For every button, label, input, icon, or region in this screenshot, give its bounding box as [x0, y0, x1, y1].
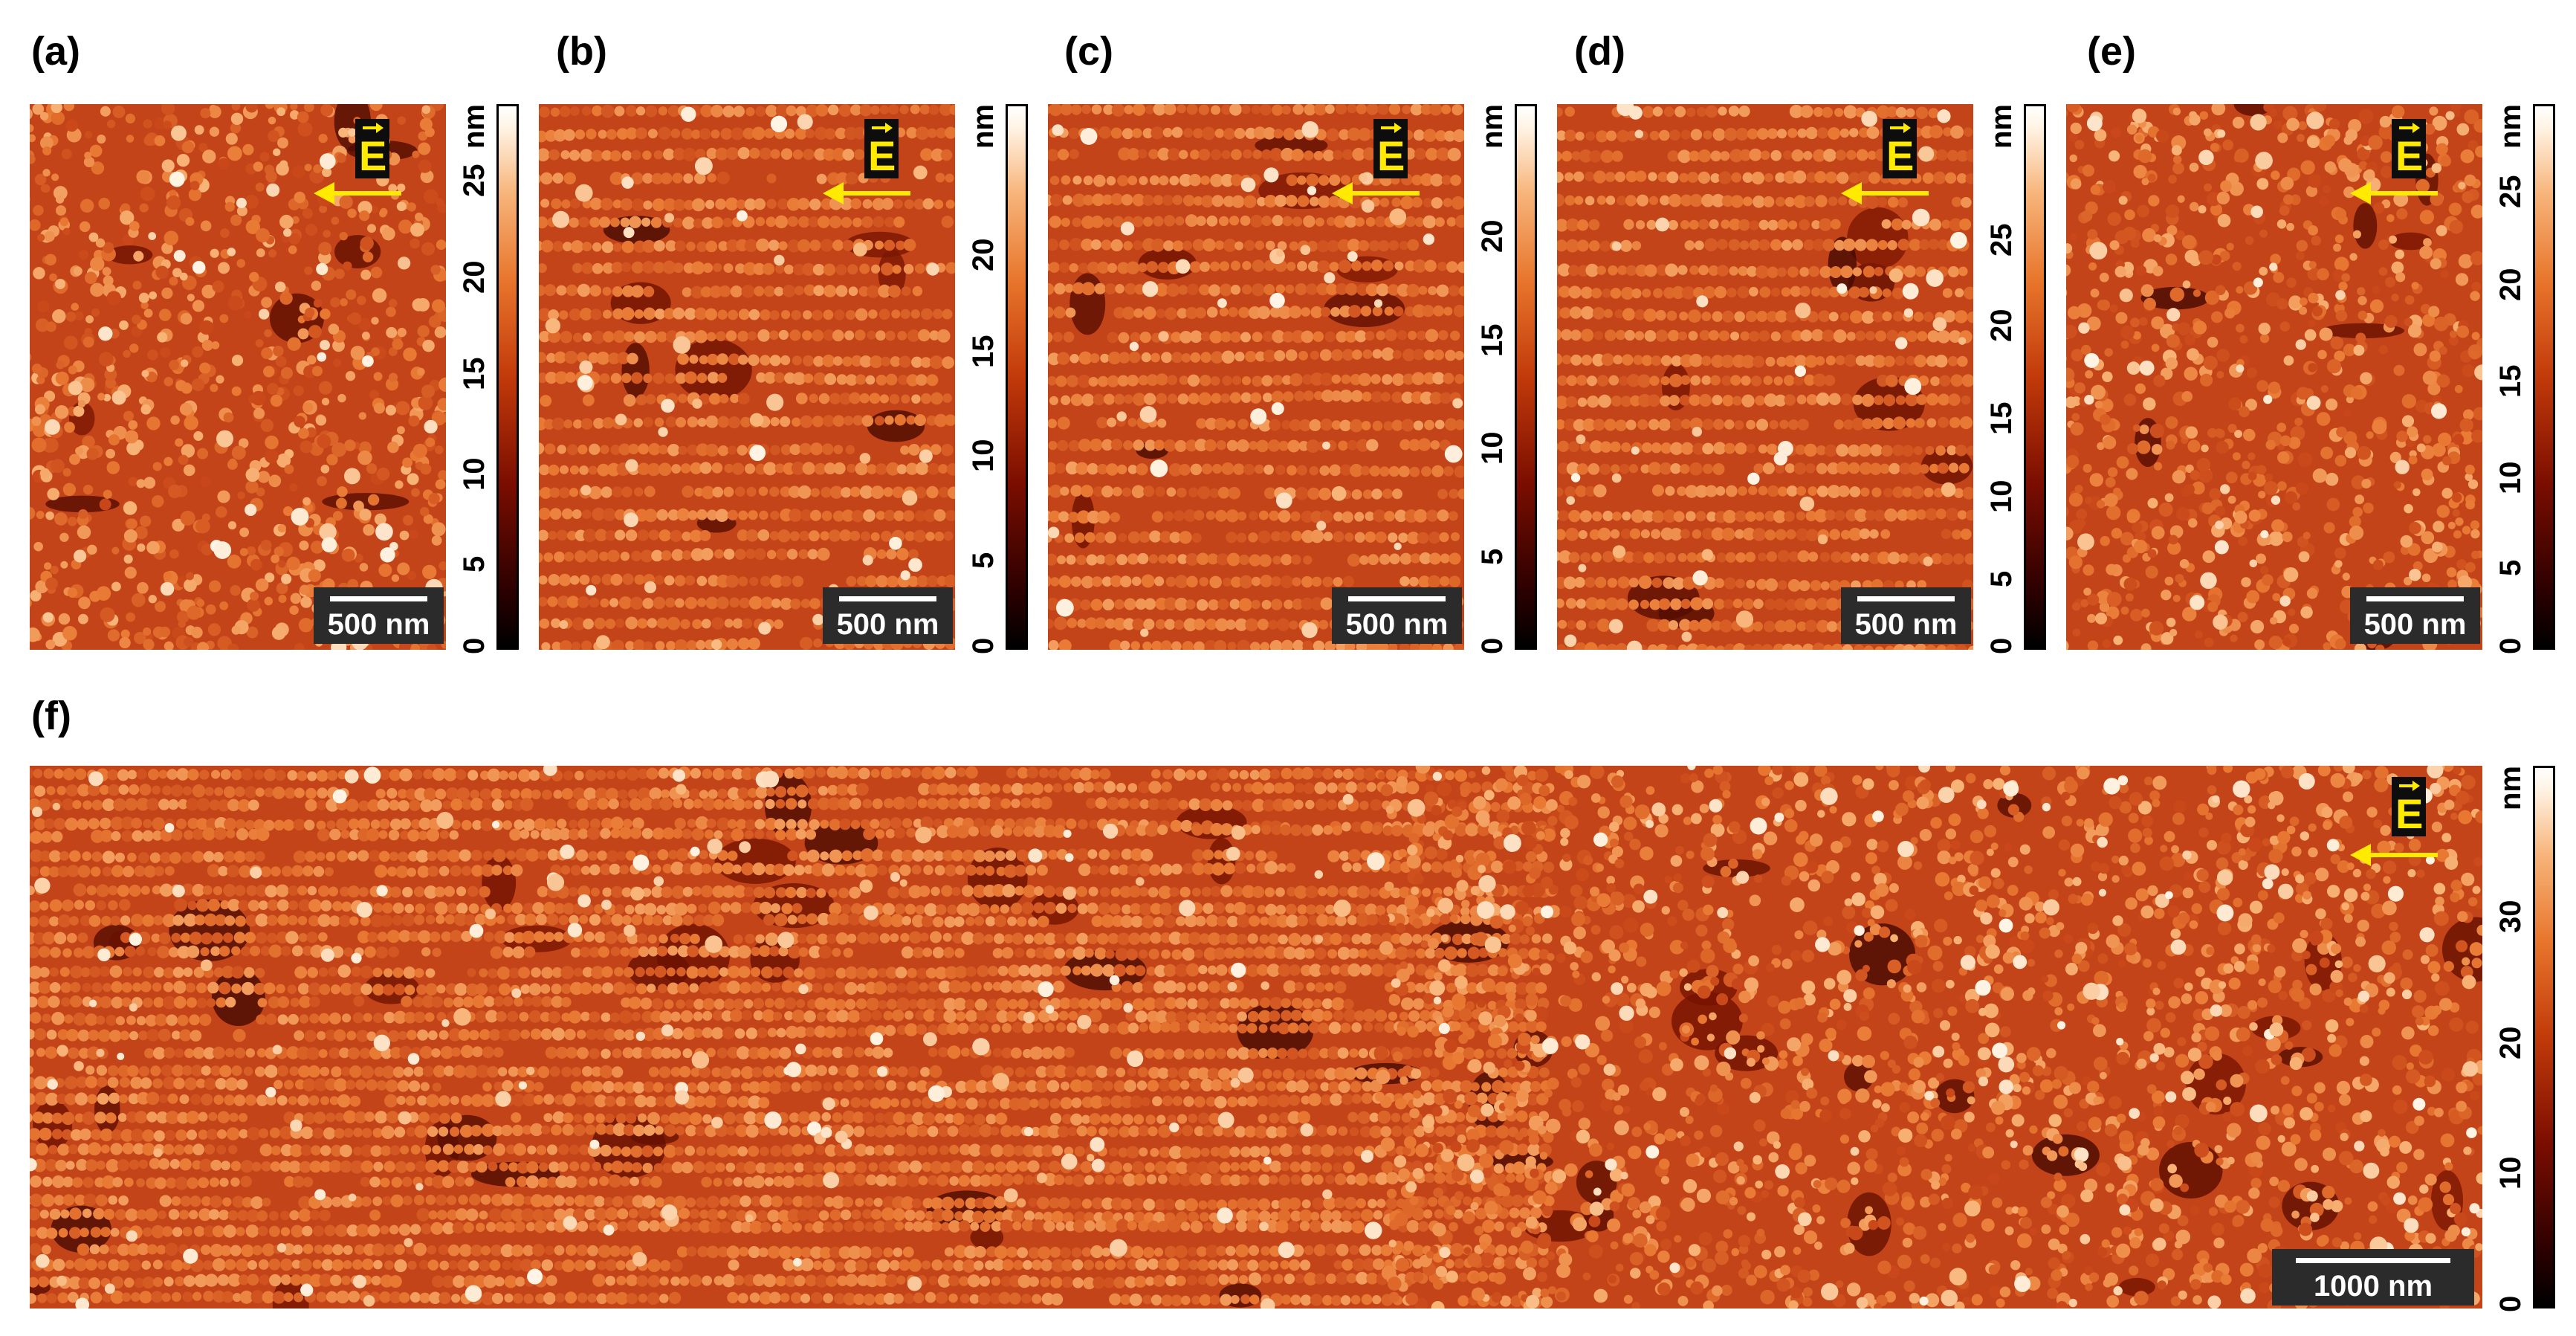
- field-direction-icon: [1381, 123, 1402, 133]
- colorbar-tick: 0: [1985, 637, 2018, 654]
- field-indicator-e: E: [2392, 119, 2426, 178]
- colorbar-e: [2533, 104, 2555, 650]
- colorbar-tick: 0: [1476, 637, 1509, 654]
- colorbar-b: [1006, 104, 1028, 650]
- field-indicator-b: E: [864, 119, 899, 178]
- panel-label-b: (b): [556, 29, 607, 74]
- colorbar-tick: 20: [2494, 1026, 2527, 1060]
- afm-image-f: [30, 766, 2482, 1308]
- scale-bar-c: 500 nm: [1332, 587, 1462, 644]
- afm-texture: [30, 766, 2482, 1308]
- scale-bar-label: 500 nm: [2363, 608, 2467, 641]
- colorbar-tick: 25: [2494, 175, 2527, 209]
- field-direction-icon: [872, 123, 893, 133]
- field-letter: E: [2395, 790, 2424, 837]
- colorbar-tick: 15: [1476, 323, 1509, 358]
- colorbar-tick: 5: [967, 552, 1000, 569]
- scale-bar-a: 500 nm: [314, 587, 444, 644]
- scale-bar-label: 500 nm: [836, 608, 939, 641]
- colorbar-tick: 30: [2494, 900, 2527, 934]
- colorbar-unit: nm: [2494, 104, 2527, 149]
- scale-bar-label: 500 nm: [327, 608, 430, 641]
- scale-bar-d: 500 nm: [1841, 587, 1971, 644]
- colorbar-tick: 0: [967, 637, 1000, 654]
- colorbar-tick: 5: [458, 555, 491, 572]
- colorbar-tick: 10: [2494, 461, 2527, 495]
- colorbar-tick: 15: [967, 335, 1000, 369]
- colorbar-tick: 0: [2494, 637, 2527, 654]
- colorbar-tick: 20: [967, 238, 1000, 272]
- colorbar-tick: 15: [1985, 401, 2018, 436]
- field-indicator-d: E: [1883, 119, 1917, 178]
- field-direction-icon: [1890, 123, 1911, 133]
- panel-label-e: (e): [2087, 29, 2136, 74]
- panel-label-f: (f): [31, 694, 71, 738]
- colorbar-tick: 25: [1985, 223, 2018, 257]
- field-direction-icon: [2399, 123, 2420, 133]
- colorbar-f: [2533, 766, 2555, 1308]
- field-arrow-icon: [2350, 182, 2438, 204]
- field-letter: E: [1886, 132, 1915, 179]
- colorbar-tick: 20: [458, 260, 491, 294]
- field-letter: E: [2395, 132, 2424, 179]
- field-direction-icon: [363, 123, 384, 133]
- scale-bar-e: 500 nm: [2350, 587, 2480, 644]
- colorbar-tick: 0: [458, 637, 491, 654]
- field-indicator-c: E: [1373, 119, 1408, 178]
- colorbar-tick: 10: [1476, 431, 1509, 465]
- colorbar-unit: nm: [2494, 766, 2527, 810]
- colorbar-tick: 5: [2494, 559, 2527, 576]
- colorbar-tick: 15: [2494, 364, 2527, 398]
- panel-label-c: (c): [1064, 29, 1113, 74]
- field-arrow-icon: [823, 182, 910, 204]
- colorbar-a: [496, 104, 519, 650]
- scale-bar-b: 500 nm: [823, 587, 953, 644]
- panel-label-a: (a): [31, 29, 80, 74]
- field-letter: E: [359, 132, 387, 179]
- colorbar-unit: nm: [967, 104, 1000, 149]
- scale-bar-f: 1000 nm: [2272, 1249, 2474, 1306]
- field-direction-icon: [2399, 781, 2420, 791]
- field-arrow-icon: [314, 182, 401, 204]
- colorbar-c: [1515, 104, 1537, 650]
- colorbar-unit: nm: [458, 104, 491, 149]
- colorbar-tick: 5: [1985, 570, 2018, 587]
- colorbar-d: [2024, 104, 2046, 650]
- scale-bar-label: 500 nm: [1854, 608, 1958, 641]
- colorbar-tick: 20: [2494, 268, 2527, 302]
- colorbar-tick: 10: [2494, 1156, 2527, 1190]
- colorbar-tick: 10: [458, 457, 491, 491]
- field-indicator-a: E: [355, 119, 389, 178]
- colorbar-tick: 10: [1985, 480, 2018, 514]
- panel-label-d: (d): [1574, 29, 1625, 74]
- scale-bar-label: 500 nm: [1345, 608, 1449, 641]
- colorbar-tick: 25: [458, 164, 491, 198]
- field-letter: E: [1377, 132, 1405, 179]
- colorbar-tick: 0: [2494, 1295, 2527, 1312]
- colorbar-tick: 20: [1985, 309, 2018, 343]
- colorbar-unit: nm: [1476, 104, 1509, 149]
- colorbar-tick: 5: [1476, 548, 1509, 565]
- field-arrow-icon: [2350, 844, 2438, 866]
- field-arrow-icon: [1841, 182, 1929, 204]
- colorbar-tick: 20: [1476, 219, 1509, 254]
- colorbar-tick: 15: [458, 357, 491, 391]
- field-letter: E: [868, 132, 896, 179]
- field-indicator-f: E: [2392, 777, 2426, 836]
- colorbar-tick: 10: [967, 439, 1000, 473]
- scale-bar-label: 1000 nm: [2313, 1270, 2433, 1303]
- afm-image-d: [1557, 104, 1973, 650]
- field-arrow-icon: [1332, 182, 1420, 204]
- colorbar-unit: nm: [1985, 104, 2018, 149]
